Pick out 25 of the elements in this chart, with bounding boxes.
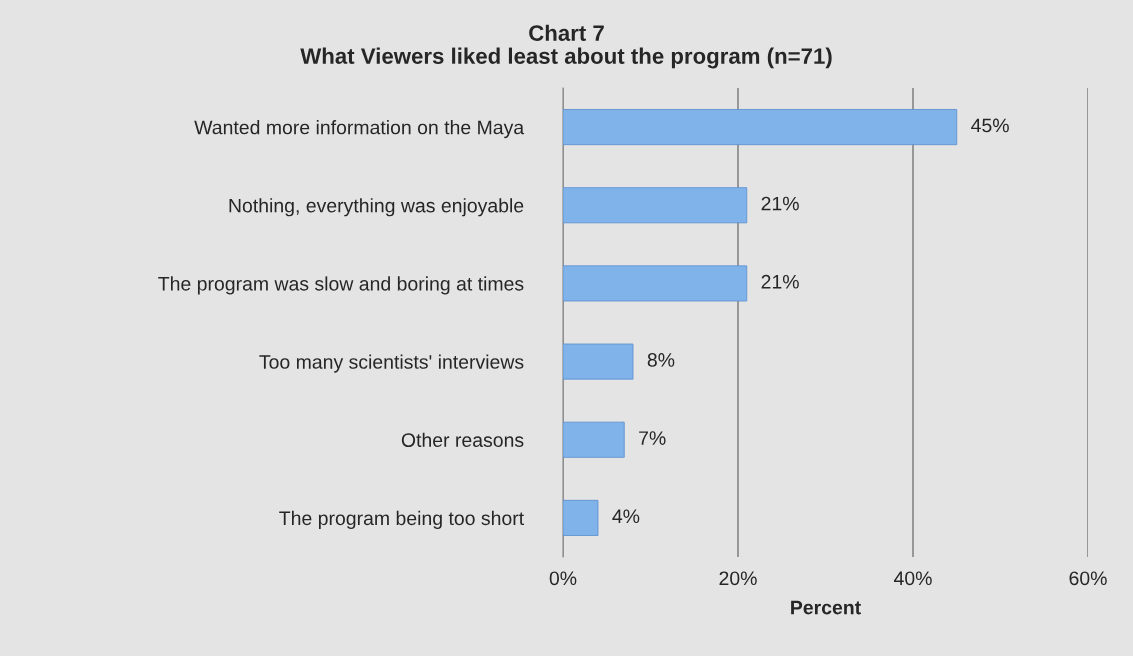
bar <box>563 265 748 302</box>
chart-subtitle: What Viewers liked least about the program (n=71) <box>300 47 832 69</box>
bar <box>563 109 958 146</box>
data-label: 4% <box>612 509 640 524</box>
y-tick-label: Wanted more information on the Maya <box>194 120 525 139</box>
bar <box>563 343 634 380</box>
y-tick-label: Nothing, everything was enjoyable <box>229 198 524 217</box>
bar <box>563 499 599 536</box>
x-axis-title: Percent <box>791 600 861 615</box>
data-label: 8% <box>647 353 675 367</box>
y-tick-label: Other reasons <box>401 432 524 447</box>
y-tick-label: The program was slow and boring at times <box>158 276 524 295</box>
data-label: 7% <box>639 431 666 445</box>
bar <box>563 421 625 458</box>
chart-title: Chart 7 <box>529 24 604 41</box>
bar <box>563 187 748 224</box>
x-tick-label: 60% <box>1069 571 1107 586</box>
x-tick-label: 0% <box>549 571 577 586</box>
y-tick-label: Too many scientists' interviews <box>259 354 524 373</box>
data-label: 45% <box>971 118 1009 133</box>
y-tick-label: The program being too short <box>279 510 524 529</box>
x-tick-label: 20% <box>719 571 757 586</box>
x-tick-label: 40% <box>893 571 932 586</box>
data-label: 21% <box>761 196 799 211</box>
data-label: 21% <box>761 274 799 289</box>
